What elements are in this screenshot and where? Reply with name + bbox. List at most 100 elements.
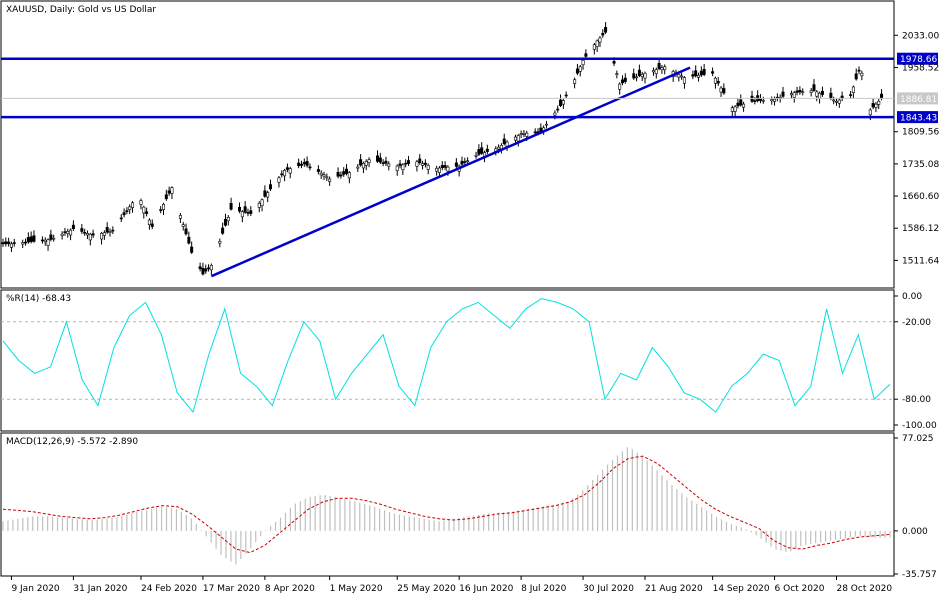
candle-body	[4, 241, 8, 245]
candle-body	[657, 63, 661, 69]
candle-body	[164, 194, 168, 200]
candle-body	[322, 174, 326, 177]
level-price-label: 1843.43	[900, 114, 937, 124]
candle-body	[249, 210, 253, 214]
candle-body	[691, 74, 695, 77]
candle-body	[257, 202, 261, 208]
candle-body	[660, 67, 664, 71]
candle-body	[401, 164, 405, 171]
candle-body	[480, 147, 484, 154]
time-tick-label: 30 Jul 2020	[583, 584, 634, 594]
candle-body	[556, 108, 560, 111]
price-panel: XAUUSD, Daily: Gold vs US Dollar 1978.66…	[0, 0, 939, 289]
candle-body	[615, 73, 619, 75]
candle-body	[26, 237, 30, 243]
candle-body	[223, 218, 227, 226]
candle-body	[871, 103, 875, 108]
candle-body	[359, 159, 363, 166]
candle-body	[711, 71, 715, 74]
candle-body	[699, 70, 703, 76]
candle-body	[198, 266, 202, 269]
candle-body	[663, 66, 667, 71]
macd-tick-label: 77.025	[902, 434, 934, 444]
candle-body	[553, 112, 557, 116]
candle-body	[559, 99, 563, 106]
candle-body	[753, 100, 757, 102]
candle-body	[91, 233, 95, 236]
candle-body	[575, 68, 579, 74]
candle-body	[781, 91, 785, 97]
candle-body	[612, 61, 616, 64]
candle-body	[46, 239, 50, 246]
candle-body	[238, 206, 242, 212]
level-price-tag	[897, 52, 938, 65]
candle-body	[105, 227, 109, 233]
candle-body	[111, 229, 115, 232]
candle-body	[66, 231, 70, 234]
candle-body	[581, 59, 585, 66]
candle-body	[505, 141, 509, 147]
candle-body	[716, 80, 720, 84]
candle-body	[145, 211, 149, 214]
candle-body	[325, 176, 329, 179]
candle-body	[742, 103, 746, 108]
candle-body	[443, 165, 447, 168]
candle-body	[463, 161, 467, 163]
level-price-tag	[897, 111, 938, 124]
candle-body	[516, 135, 520, 142]
candle-body	[849, 94, 853, 96]
candle-body	[100, 233, 104, 240]
candle-body	[677, 74, 681, 78]
candle-body	[142, 206, 146, 214]
candle-body	[680, 75, 684, 78]
candle-body	[837, 99, 841, 104]
candle-body	[815, 91, 819, 97]
candle-body	[497, 146, 501, 150]
candle-body	[297, 162, 301, 167]
candle-body	[260, 199, 264, 206]
candle-body	[139, 200, 143, 205]
candle-body	[209, 265, 213, 271]
candle-body	[733, 106, 737, 112]
candle-body	[24, 241, 28, 244]
candle-body	[246, 212, 250, 214]
candle-body	[204, 268, 208, 272]
price-panel-frame	[0, 0, 895, 289]
candle-body	[635, 76, 639, 79]
candle-body	[266, 192, 270, 198]
candle-body	[398, 163, 402, 166]
candle-body	[632, 73, 636, 79]
candle-body	[207, 267, 211, 270]
candle-body	[466, 160, 470, 162]
candle-body	[623, 77, 627, 82]
candle-body	[40, 239, 44, 242]
candle-body	[860, 72, 864, 77]
price-tick-label: 1809.56	[902, 128, 939, 138]
candle-body	[201, 268, 205, 275]
candle-body	[181, 224, 185, 227]
candle-body	[119, 217, 123, 220]
candle-body	[269, 184, 273, 190]
macd-plot	[2, 447, 891, 565]
candle-body	[770, 99, 774, 102]
candle-body	[640, 74, 644, 78]
time-tick-label: 31 Jan 2020	[73, 584, 127, 594]
candle-body	[522, 133, 526, 135]
candle-body	[525, 132, 529, 137]
candle-body	[378, 157, 382, 163]
candle-body	[697, 75, 701, 78]
candle-body	[178, 215, 182, 219]
candle-body	[713, 77, 717, 84]
price-tick-label: 1511.64	[902, 256, 939, 266]
candle-body	[854, 73, 858, 80]
candle-body	[108, 231, 112, 234]
candle-body	[702, 69, 706, 75]
trend-line	[210, 66, 691, 278]
candle-body	[162, 204, 166, 210]
time-tick-label: 6 Oct 2020	[775, 584, 825, 594]
current-price-label: 1886.81	[900, 95, 937, 105]
time-tick-label: 8 Apr 2020	[265, 584, 315, 594]
candle-body	[12, 242, 16, 244]
candle-body	[868, 109, 872, 116]
candle-body	[437, 167, 441, 173]
